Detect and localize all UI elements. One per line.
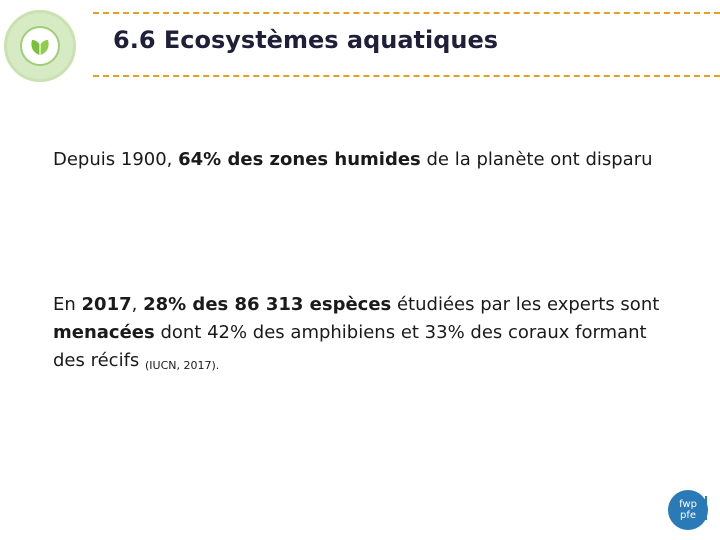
logo-inner-ring [20, 26, 60, 66]
leaf-icon [31, 40, 49, 55]
page-title: 6.6 Ecosystèmes aquatiques [113, 26, 499, 54]
p1-text-1: Depuis 1900, [53, 149, 179, 170]
p2-text-2: , [131, 294, 144, 315]
title-band: 6.6 Ecosystèmes aquatiques [93, 12, 720, 77]
footer-logo-mark [705, 496, 707, 520]
footer-logo: fwp pfe [668, 490, 708, 530]
footer-logo-line1: fwp [679, 499, 697, 510]
paragraph-species: En 2017, 28% des 86 313 espèces étudiées… [53, 291, 663, 377]
p2-bold-species: 28% des 86 313 espèces [143, 294, 392, 315]
p2-text-3: étudiées par les experts sont [391, 294, 660, 315]
p1-bold-wetlands: 64% des zones humides [178, 149, 421, 170]
p1-text-2: de la planète ont disparu [420, 149, 653, 170]
p2-bold-year: 2017 [81, 294, 132, 315]
paragraph-wetlands: Depuis 1900, 64% des zones humides de la… [53, 146, 663, 174]
p2-text-1: En [53, 294, 82, 315]
p2-source-citation: (IUCN, 2017). [145, 359, 220, 372]
footer-logo-line2: pfe [679, 510, 697, 521]
header-logo [4, 10, 76, 82]
p2-text-4: dont 42% des amphibiens et 33% des corau… [53, 322, 647, 371]
p2-bold-threatened: menacées [53, 322, 155, 343]
